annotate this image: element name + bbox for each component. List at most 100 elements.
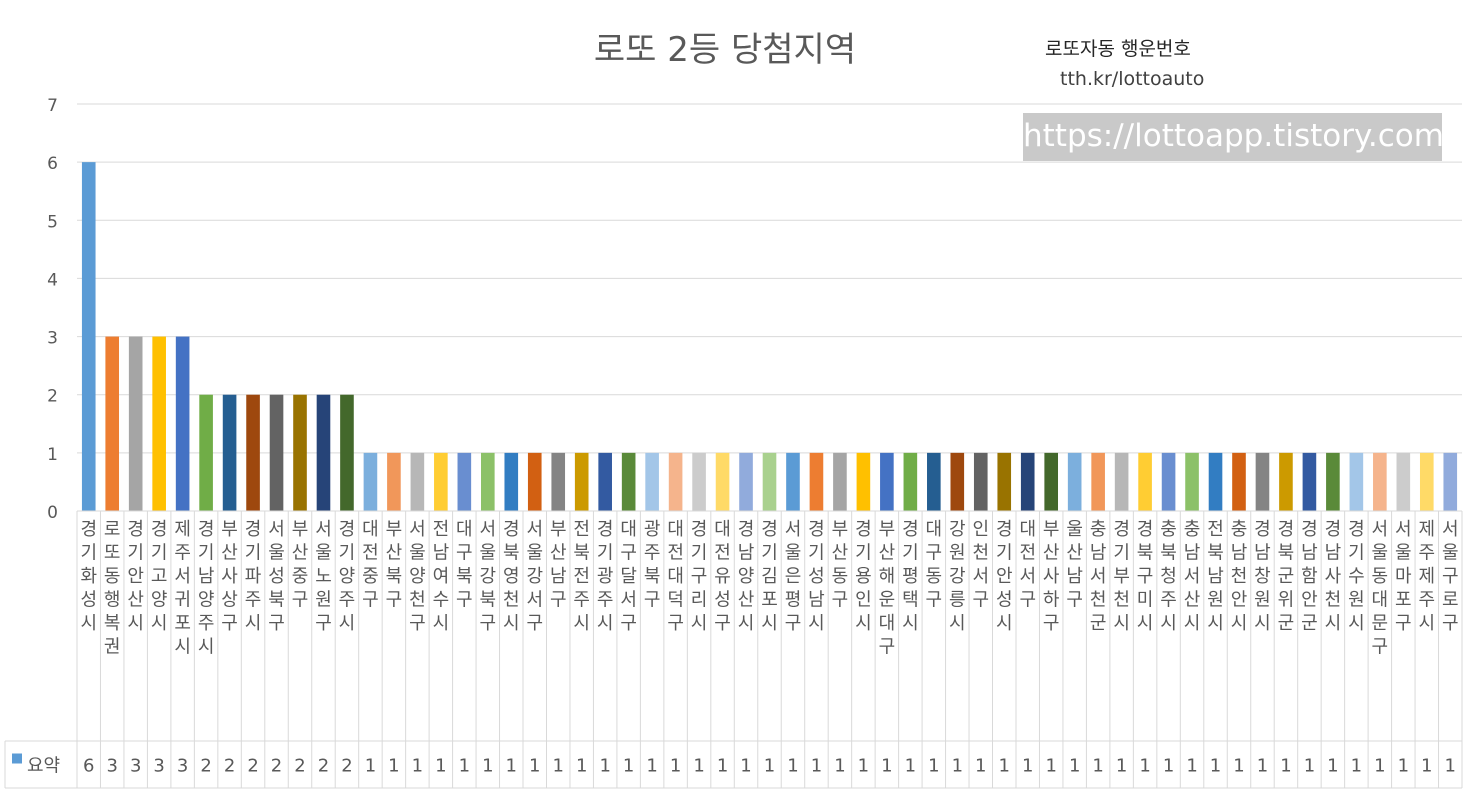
bar [833,452,847,511]
y-tick-label: 5 [47,212,58,232]
data-label: 1 [553,756,564,777]
bar [856,452,871,511]
bar [1302,452,1317,511]
data-label: 1 [1398,756,1409,777]
bar [1279,452,1293,511]
bar [903,452,918,511]
data-label: 1 [1045,756,1056,777]
bar [809,452,824,511]
data-label: 1 [482,756,493,777]
data-label: 1 [576,756,587,777]
data-label: 1 [1116,756,1127,777]
bar [504,452,519,511]
data-label: 1 [412,756,423,777]
data-label: 2 [247,756,258,777]
data-label: 1 [1351,756,1362,777]
legend-key [12,753,22,764]
y-tick-label: 0 [47,503,58,523]
data-label: 1 [435,756,446,777]
data-label: 1 [646,756,657,777]
bar [1185,452,1199,511]
bar [927,452,941,511]
data-label: 2 [294,756,305,777]
bar [1161,452,1176,511]
data-label: 1 [1163,756,1174,777]
bar [1020,452,1035,511]
data-label: 1 [928,756,939,777]
data-label: 1 [811,756,822,777]
bar [973,452,988,511]
bar [1349,452,1364,511]
data-label: 6 [83,756,94,777]
bar [387,452,401,511]
data-label: 1 [506,756,517,777]
bar [880,452,894,511]
data-label: 1 [459,756,470,777]
data-label: 1 [764,756,775,777]
bar [621,452,636,511]
bar [739,452,753,511]
data-label: 2 [271,756,282,777]
bar [1138,452,1152,511]
bar [457,452,472,511]
brand-url[interactable]: tth.kr/lottoauto [1060,68,1205,90]
bar [1373,452,1387,511]
bar [81,162,96,511]
data-label: 1 [1069,756,1080,777]
data-label: 1 [999,756,1010,777]
bar [1255,452,1270,511]
bar [1091,452,1105,511]
data-label: 1 [905,756,916,777]
bar [480,452,495,511]
bar [1044,452,1059,511]
data-label: 1 [693,756,704,777]
data-label: 3 [153,756,164,777]
data-label: 1 [1280,756,1291,777]
data-label: 3 [106,756,117,777]
bar [410,452,425,511]
data-label: 1 [858,756,869,777]
data-label: 1 [670,756,681,777]
data-label: 1 [1374,756,1385,777]
bar [128,336,143,511]
data-label: 1 [365,756,376,777]
data-label: 2 [341,756,352,777]
data-label: 1 [1304,756,1315,777]
data-label: 1 [1022,756,1033,777]
data-label: 1 [740,756,751,777]
bar [786,452,800,511]
y-tick-label: 6 [47,154,58,174]
data-label: 1 [1139,756,1150,777]
site-url-banner[interactable]: https://lottoapp.tistory.com [1023,113,1444,161]
